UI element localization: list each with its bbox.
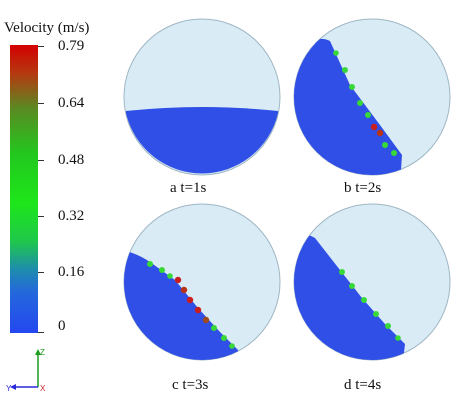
drum-panel-b	[293, 18, 451, 176]
drum-panel-d	[293, 203, 451, 361]
legend-title: Velocity (m/s)	[4, 20, 90, 36]
particle-bed	[294, 234, 405, 360]
panel-caption-d: d t=4s	[344, 377, 382, 393]
colorbar-tick-label: 0.64	[58, 95, 85, 111]
fast-particles	[147, 261, 235, 349]
coordinate-axes-icon: Z Y X	[6, 348, 46, 393]
fast-particles	[339, 269, 401, 341]
panel-caption-b: b t=2s	[344, 180, 382, 196]
axis-label-x: X	[40, 384, 46, 393]
fast-particles	[333, 50, 397, 156]
colorbar-tick-label: 0	[58, 318, 66, 334]
panel-caption-c: c t=3s	[172, 377, 209, 393]
colorbar-tick-label: 0.48	[58, 152, 85, 168]
colorbar-tick-label: 0.32	[58, 208, 85, 224]
panel-caption-a: a t=1s	[170, 180, 207, 196]
colorbar-tick-label: 0.79	[58, 38, 85, 54]
colorbar-tick-label: 0.16	[58, 264, 85, 280]
axis-label-z: Z	[40, 348, 45, 357]
particle-bed	[294, 38, 402, 175]
axis-label-y: Y	[6, 384, 12, 393]
velocity-colorbar	[10, 45, 38, 333]
drum-panel-a	[123, 18, 281, 176]
drum-panel-c	[123, 203, 281, 361]
particle-bed	[126, 107, 278, 174]
